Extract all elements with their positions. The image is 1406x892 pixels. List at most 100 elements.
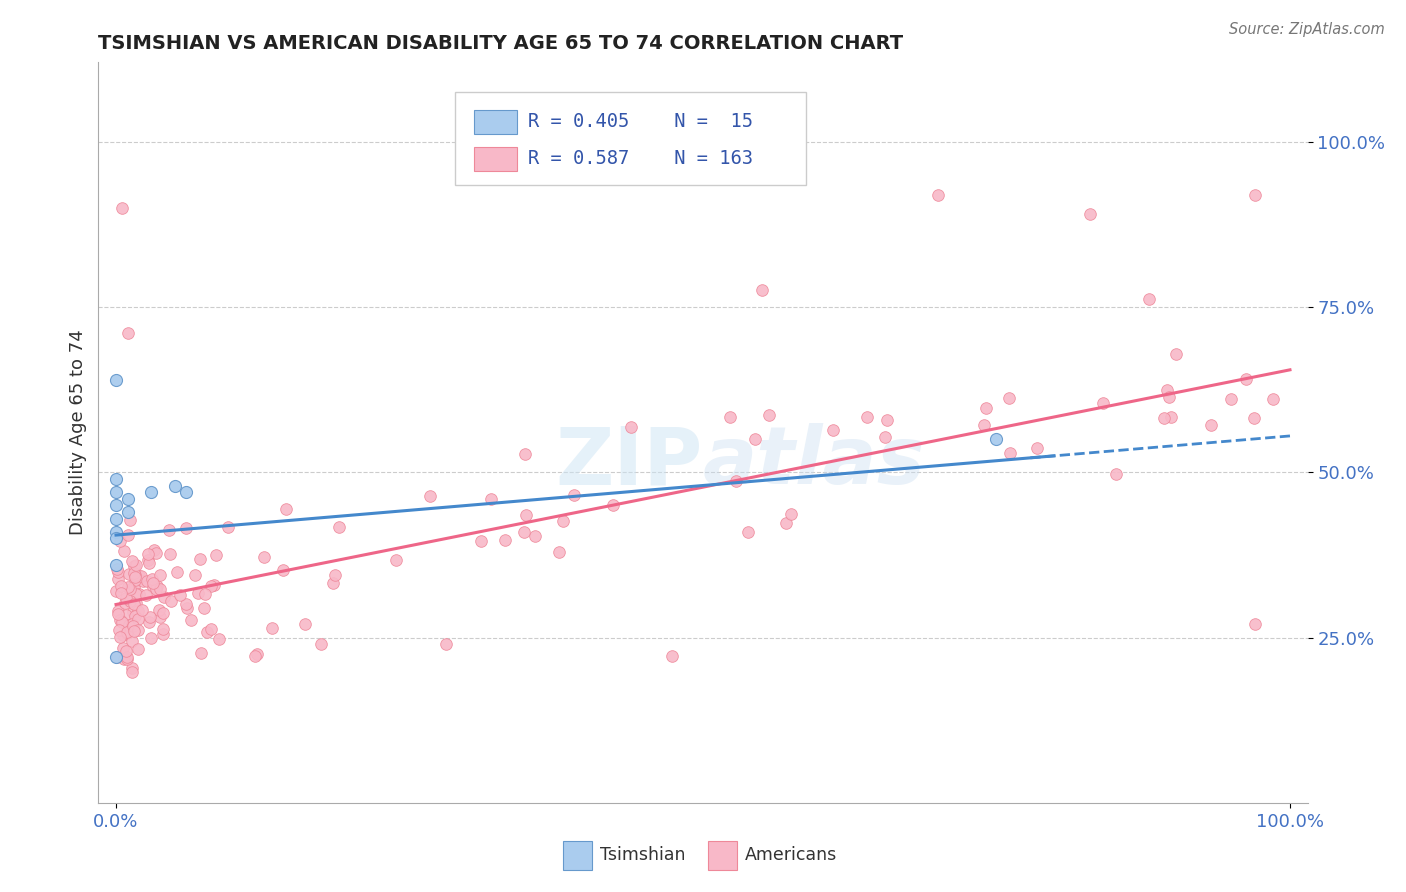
Point <box>110 613 132 627</box>
Point <box>105 532 128 546</box>
Point <box>125 587 148 601</box>
Point <box>110 579 132 593</box>
Point <box>121 661 143 675</box>
Point <box>180 613 202 627</box>
Text: atlas: atlas <box>703 423 925 501</box>
Point <box>112 627 135 641</box>
Point <box>152 623 174 637</box>
Point <box>115 626 138 640</box>
Point <box>434 637 457 651</box>
Point <box>1137 292 1160 306</box>
Point <box>152 627 174 641</box>
Point <box>927 187 949 202</box>
Point <box>876 412 898 426</box>
Point <box>217 520 239 534</box>
Point <box>780 507 803 521</box>
Point <box>121 616 143 631</box>
Point <box>122 624 145 638</box>
Point <box>136 574 159 588</box>
Point <box>148 603 170 617</box>
Point <box>121 633 143 648</box>
Point <box>125 574 148 588</box>
Point <box>110 585 132 599</box>
Point <box>195 624 218 639</box>
Point <box>108 534 131 549</box>
Point <box>159 524 181 538</box>
Point <box>322 576 344 591</box>
Point <box>245 649 267 664</box>
Point <box>1160 409 1182 424</box>
Point <box>138 552 160 566</box>
Point <box>183 567 205 582</box>
Point <box>107 573 129 587</box>
Point <box>309 637 332 651</box>
Point <box>112 544 135 558</box>
Point <box>986 432 1008 446</box>
Point <box>271 563 294 577</box>
Point <box>110 631 132 645</box>
Point <box>174 597 197 611</box>
FancyBboxPatch shape <box>456 92 806 185</box>
Point <box>118 618 141 632</box>
Point <box>141 572 163 586</box>
Point <box>107 566 129 580</box>
Point <box>1153 411 1175 425</box>
Point <box>120 512 142 526</box>
FancyBboxPatch shape <box>707 840 737 871</box>
Point <box>724 474 747 488</box>
Point <box>124 558 146 572</box>
Point <box>115 649 138 664</box>
Point <box>385 552 408 566</box>
Point <box>1104 467 1126 481</box>
Point <box>111 201 134 215</box>
Point <box>163 478 186 492</box>
Point <box>873 429 896 443</box>
Point <box>111 640 134 655</box>
Point <box>141 485 163 500</box>
Point <box>105 558 128 572</box>
Point <box>128 568 150 582</box>
Point <box>105 472 128 486</box>
Point <box>208 632 231 647</box>
Point <box>202 577 225 591</box>
Point <box>260 621 283 635</box>
Point <box>108 623 131 637</box>
Point <box>122 597 145 611</box>
Point <box>138 615 160 630</box>
Point <box>105 562 128 576</box>
Point <box>515 508 537 522</box>
Point <box>124 569 146 583</box>
Point <box>998 446 1021 460</box>
Point <box>1234 372 1257 386</box>
Point <box>1263 392 1285 407</box>
Point <box>1156 383 1178 397</box>
Point <box>323 568 346 582</box>
Point <box>152 606 174 620</box>
FancyBboxPatch shape <box>562 840 592 871</box>
Point <box>115 652 138 666</box>
Point <box>159 547 181 561</box>
Point <box>294 617 316 632</box>
Point <box>127 612 149 626</box>
Point <box>142 576 165 591</box>
Point <box>111 615 134 630</box>
Point <box>479 491 502 506</box>
Point <box>145 582 167 596</box>
Point <box>105 485 128 500</box>
Point <box>328 520 350 534</box>
Point <box>105 649 128 664</box>
Point <box>105 524 128 539</box>
Point <box>125 596 148 610</box>
Point <box>160 593 183 607</box>
Point <box>1159 390 1181 404</box>
Point <box>105 583 128 598</box>
Point <box>1243 187 1265 202</box>
Point <box>176 521 198 535</box>
Point <box>998 392 1021 406</box>
Point <box>176 600 198 615</box>
Point <box>153 590 176 604</box>
Point <box>856 410 879 425</box>
Point <box>122 558 145 573</box>
Point <box>127 641 149 656</box>
Point <box>142 542 165 557</box>
